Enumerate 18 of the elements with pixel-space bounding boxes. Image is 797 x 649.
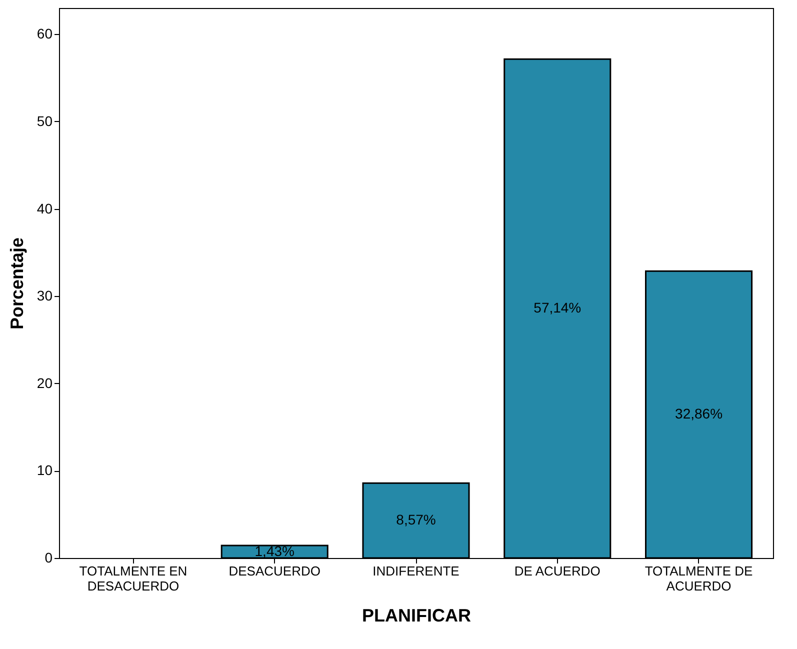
data-label: 32,86% <box>675 406 723 422</box>
x-tick-label: DE ACUERDO <box>514 564 600 578</box>
x-tick-label: TOTALMENTE EN DESACUERDO <box>79 564 188 594</box>
y-tick-label: 40 <box>36 200 53 216</box>
x-tick-label: TOTALMENTE DE ACUERDO <box>644 564 754 594</box>
x-axis-title: PLANIFICAR <box>362 606 471 626</box>
y-tick-label: 20 <box>36 374 53 391</box>
y-tick-label: 10 <box>36 462 53 478</box>
data-label: 8,57% <box>396 512 436 528</box>
data-label: 1,43% <box>254 542 294 559</box>
y-tick-label: 30 <box>36 288 53 304</box>
y-tick-label: 0 <box>44 550 53 566</box>
data-label: 57,14% <box>534 300 582 316</box>
y-tick-label: 60 <box>36 26 53 42</box>
y-tick-label: 50 <box>36 112 53 129</box>
y-axis-title: Porcentaje <box>6 237 27 330</box>
x-tick-label: DESACUERDO <box>228 564 320 578</box>
x-tick-label: INDIFERENTE <box>372 564 460 578</box>
